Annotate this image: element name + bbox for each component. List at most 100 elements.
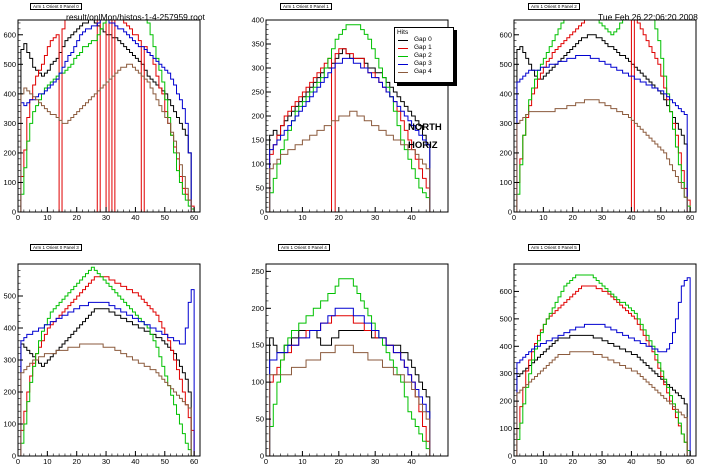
- y-tick-label: 50: [256, 415, 264, 424]
- y-tick-label: 250: [251, 267, 264, 276]
- y-tick-label: 200: [251, 112, 264, 121]
- series-gap1: [514, 19, 691, 213]
- x-tick-label: 20: [73, 457, 81, 464]
- x-tick-label: 50: [161, 213, 169, 222]
- y-tick-label: 600: [499, 30, 512, 39]
- x-tick-label: 60: [686, 457, 694, 464]
- legend: Hits Gap 0 Gap 1 Gap 2 Gap 3 Gap 4: [394, 27, 454, 83]
- series-gap4: [266, 344, 434, 457]
- series-gap3: [266, 57, 434, 213]
- series-gap0: [514, 34, 691, 213]
- series-gap4: [18, 63, 195, 213]
- y-tick-label: 500: [3, 60, 16, 69]
- y-tick-label: 300: [3, 356, 16, 365]
- x-tick-label: 30: [598, 457, 606, 464]
- x-tick-label: 0: [16, 457, 20, 464]
- legend-entry-gap1: Gap 1: [398, 44, 452, 52]
- y-tick-label: 400: [3, 324, 16, 333]
- y-tick-label: 0: [508, 452, 512, 461]
- legend-label: Gap 3: [414, 60, 432, 67]
- x-tick-label: 60: [686, 213, 694, 222]
- series-gap2: [514, 19, 691, 213]
- legend-label: Gap 0: [414, 36, 432, 43]
- x-tick-label: 40: [627, 457, 635, 464]
- series-gap4: [266, 110, 434, 213]
- y-tick-label: 200: [3, 148, 16, 157]
- plot-frame: [513, 19, 697, 213]
- series-gap3: [18, 289, 195, 457]
- series-gap2: [18, 266, 195, 457]
- legend-label: Gap 4: [414, 68, 432, 75]
- y-tick-label: 300: [251, 64, 264, 73]
- x-tick-label: 50: [657, 213, 665, 222]
- series-gap4: [18, 343, 195, 457]
- panel-3-title: Arm 1 Orient 0 Panel 3: [30, 244, 82, 251]
- x-tick-label: 10: [298, 213, 306, 222]
- legend-title: Hits: [397, 29, 409, 36]
- x-tick-label: 0: [512, 457, 516, 464]
- legend-swatch: [398, 72, 408, 74]
- y-tick-label: 500: [499, 60, 512, 69]
- legend-entry-gap3: Gap 3: [398, 60, 452, 68]
- panel-3: 0 10 20 30 40 50 60 0 100 200 300 400 500: [3, 263, 201, 464]
- legend-label: Gap 1: [414, 44, 432, 51]
- y-tick-label: 0: [260, 452, 264, 461]
- series-gap4: [514, 99, 691, 213]
- x-tick-label: 30: [102, 457, 110, 464]
- y-tick-label: 300: [499, 119, 512, 128]
- legend-swatch: [398, 40, 408, 42]
- y-tick-label: 600: [499, 287, 512, 296]
- plot-frame: [17, 19, 201, 213]
- legend-swatch: [398, 56, 408, 58]
- y-tick-label: 100: [251, 160, 264, 169]
- x-tick-label: 20: [335, 213, 343, 222]
- y-tick-label: 150: [251, 341, 264, 350]
- y-tick-label: 250: [251, 88, 264, 97]
- y-tick-label: 100: [3, 420, 16, 429]
- y-tick-label: 50: [256, 184, 264, 193]
- x-tick-label: 40: [407, 213, 415, 222]
- y-tick-label: 600: [3, 30, 16, 39]
- x-tick-label: 60: [190, 457, 198, 464]
- panel-5-title: Arm 1 Orient 0 Panel 5: [528, 244, 580, 251]
- x-tick-label: 10: [298, 457, 306, 464]
- series-gap4: [514, 351, 691, 457]
- timestamp: Tue Feb 26 22:06:20 2008: [598, 12, 698, 22]
- x-tick-label: 40: [627, 213, 635, 222]
- file-name: result/onlMon/histos-1-4-257959.root: [66, 12, 205, 22]
- series-gap1: [266, 48, 434, 213]
- panel-1-title: Arm 1 Orient 0 Panel 1: [280, 3, 332, 10]
- series-gap3: [266, 307, 434, 457]
- annotation-north: NORTH: [408, 122, 442, 133]
- y-tick-label: 200: [3, 388, 16, 397]
- x-tick-label: 0: [264, 213, 268, 222]
- panel-4: 0 10 20 30 40 0 50 100 150 200 250: [251, 263, 449, 464]
- legend-swatch: [398, 48, 408, 50]
- x-tick-label: 10: [43, 213, 51, 222]
- y-tick-label: 0: [12, 452, 16, 461]
- y-tick-label: 200: [251, 304, 264, 313]
- x-tick-label: 60: [190, 213, 198, 222]
- y-tick-label: 300: [3, 119, 16, 128]
- x-tick-label: 40: [131, 457, 139, 464]
- x-tick-label: 10: [43, 457, 51, 464]
- y-tick-label: 0: [508, 208, 512, 217]
- x-tick-label: 50: [657, 457, 665, 464]
- y-tick-label: 300: [499, 369, 512, 378]
- y-tick-label: 500: [499, 314, 512, 323]
- x-tick-label: 30: [102, 213, 110, 222]
- x-tick-label: 20: [335, 457, 343, 464]
- series-gap0: [18, 308, 195, 457]
- legend-entry-gap0: Gap 0: [398, 36, 452, 44]
- x-tick-label: 40: [131, 213, 139, 222]
- y-tick-label: 100: [499, 424, 512, 433]
- legend-entry-gap2: Gap 2: [398, 52, 452, 60]
- series-gap3: [514, 54, 691, 213]
- x-tick-label: 20: [73, 213, 81, 222]
- x-tick-label: 30: [371, 457, 379, 464]
- x-tick-label: 30: [371, 213, 379, 222]
- y-tick-label: 100: [499, 178, 512, 187]
